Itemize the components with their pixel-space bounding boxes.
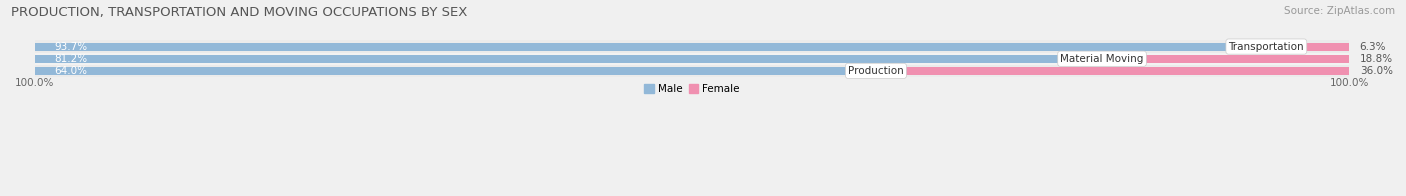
Text: 64.0%: 64.0% <box>55 66 87 76</box>
Bar <box>35 43 1267 51</box>
Bar <box>35 67 876 75</box>
Bar <box>876 67 1350 75</box>
Bar <box>35 65 1350 77</box>
Bar <box>1267 43 1350 51</box>
Text: Source: ZipAtlas.com: Source: ZipAtlas.com <box>1284 6 1395 16</box>
Text: 93.7%: 93.7% <box>55 42 87 52</box>
Text: Transportation: Transportation <box>1229 42 1305 52</box>
Bar <box>35 41 1350 53</box>
Text: Material Moving: Material Moving <box>1060 54 1143 64</box>
Text: PRODUCTION, TRANSPORTATION AND MOVING OCCUPATIONS BY SEX: PRODUCTION, TRANSPORTATION AND MOVING OC… <box>11 6 468 19</box>
Bar <box>35 53 1350 65</box>
Bar <box>35 55 1102 63</box>
Bar <box>1102 55 1350 63</box>
Text: 18.8%: 18.8% <box>1360 54 1393 64</box>
Text: 36.0%: 36.0% <box>1360 66 1393 76</box>
Text: 6.3%: 6.3% <box>1360 42 1386 52</box>
Text: Production: Production <box>848 66 904 76</box>
Text: 81.2%: 81.2% <box>55 54 87 64</box>
Legend: Male, Female: Male, Female <box>644 84 740 94</box>
